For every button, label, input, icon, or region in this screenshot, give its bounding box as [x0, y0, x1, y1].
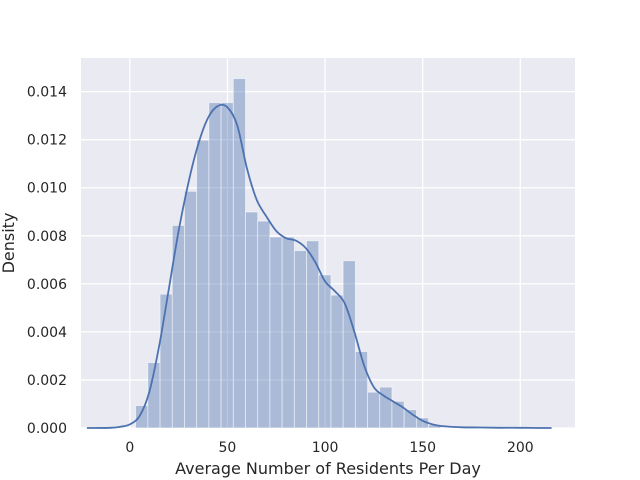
histogram-bar — [208, 102, 222, 429]
x-tick-label: 200 — [507, 440, 534, 456]
plot-area — [81, 58, 575, 428]
y-axis-label: Density — [0, 213, 18, 274]
histogram-bar — [281, 236, 295, 429]
grid — [81, 58, 575, 429]
y-tick-labels: 0.000 0.002 0.004 0.006 0.008 0.010 0.012 0.014 — [27, 85, 67, 437]
histogram-bar — [135, 405, 149, 429]
histogram-bar — [342, 260, 356, 429]
histogram-bar — [293, 250, 307, 429]
x-tick-label: 100 — [312, 440, 339, 456]
y-tick-label: 0.004 — [27, 325, 67, 341]
histogram-bar — [220, 102, 234, 429]
histogram-bar — [159, 293, 173, 429]
histogram-bars — [135, 78, 442, 429]
y-tick-label: 0.012 — [27, 133, 67, 149]
y-tick-label: 0.010 — [27, 181, 67, 197]
x-axis-label: Average Number of Residents Per Day — [175, 459, 481, 478]
y-tick-label: 0.002 — [27, 373, 67, 389]
x-tick-label: 150 — [409, 440, 436, 456]
x-tick-label: 0 — [125, 440, 134, 456]
histogram-bar — [367, 391, 381, 429]
histogram-bar — [245, 211, 259, 429]
histogram-bar — [354, 351, 368, 429]
histogram-bar — [184, 190, 198, 429]
histogram-bar — [306, 240, 320, 429]
x-tick-label: 50 — [219, 440, 237, 456]
kde-line — [86, 103, 552, 429]
histogram-bar — [330, 294, 344, 429]
histogram-bar — [196, 139, 210, 429]
kde-curve — [86, 103, 552, 429]
y-tick-label: 0.014 — [27, 85, 67, 101]
y-tick-label: 0.006 — [27, 277, 67, 293]
histogram-bar — [269, 236, 283, 429]
histogram-bar — [318, 274, 332, 429]
y-tick-label: 0.008 — [27, 229, 67, 245]
histogram-bar — [257, 220, 271, 429]
y-tick-label: 0.000 — [27, 421, 67, 437]
x-tick-labels: 0 50 100 150 200 — [125, 440, 533, 456]
